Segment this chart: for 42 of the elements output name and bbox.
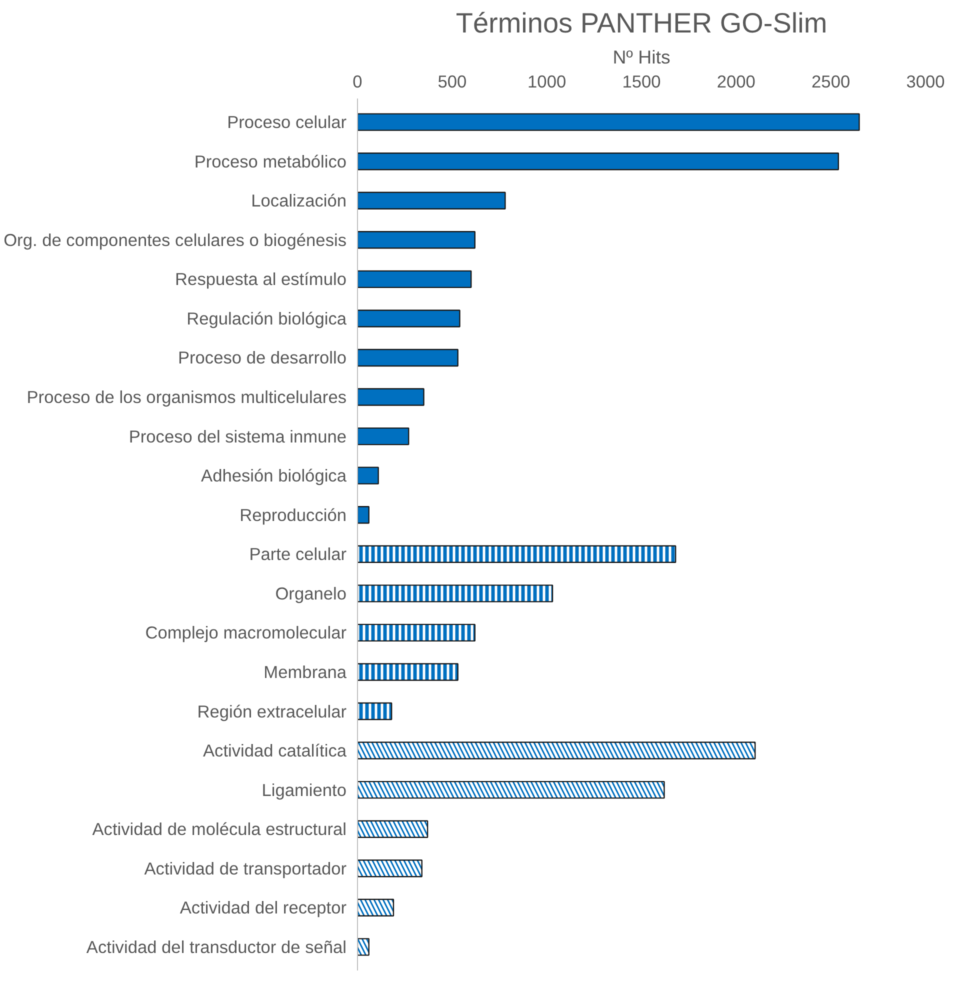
x-axis-title: Nº Hits (612, 46, 670, 68)
x-tick-label: 1000 (528, 72, 566, 92)
y-tick-label: Localización (251, 190, 347, 211)
y-tick-label: Complejo macromolecular (145, 622, 347, 643)
y-tick-label: Actividad de transportador (144, 858, 347, 878)
bar (358, 231, 476, 249)
y-tick-label: Membrana (264, 662, 347, 682)
y-tick-label: Actividad catalítica (202, 740, 347, 761)
bar (358, 310, 460, 328)
y-tick-label: Actividad del receptor (180, 898, 347, 918)
y-tick-label: Proceso de los organismos multicelulares (26, 387, 347, 408)
bar (358, 192, 506, 210)
y-tick-label: Proceso celular (227, 112, 347, 132)
bar (358, 152, 840, 170)
x-tick-label: 2000 (716, 72, 756, 92)
x-tick-label: 3000 (906, 72, 945, 92)
y-tick-label: Región extracelular (197, 701, 347, 722)
y-tick-label: Proceso del sistema inmune (128, 426, 347, 446)
x-tick-label: 0 (352, 72, 362, 92)
y-tick-label: Reproducción (240, 504, 346, 525)
y-tick-label: Ligamiento (262, 780, 347, 800)
y-tick-label: Parte celular (249, 544, 347, 564)
y-tick-label: Organelo (275, 583, 347, 604)
y-tick-label: Proceso metabólico (194, 151, 347, 172)
x-tick-label: 500 (438, 72, 467, 92)
chart-title: Términos PANTHER GO-Slim (456, 8, 828, 38)
y-tick-label: Proceso de desarrollo (178, 348, 346, 368)
y-tick-label: Respuesta al estímulo (175, 269, 347, 290)
y-tick-label: Adhesión biológica (201, 466, 347, 486)
bar (358, 427, 410, 446)
y-tick-label: Actividad de molécula estructural (92, 819, 347, 840)
bar (358, 113, 860, 131)
y-tick-label: Org. de componentes celulares o biogénesis (4, 230, 347, 250)
bar (358, 348, 458, 367)
bar (358, 388, 424, 406)
bar (358, 506, 370, 524)
y-tick-label: Regulación biológica (186, 308, 347, 328)
x-tick-label: 1500 (622, 72, 661, 92)
bar (358, 466, 379, 484)
y-tick-label: Actividad del transductor de señal (86, 936, 347, 957)
bar (358, 270, 472, 288)
x-tick-label: 2500 (812, 72, 850, 92)
